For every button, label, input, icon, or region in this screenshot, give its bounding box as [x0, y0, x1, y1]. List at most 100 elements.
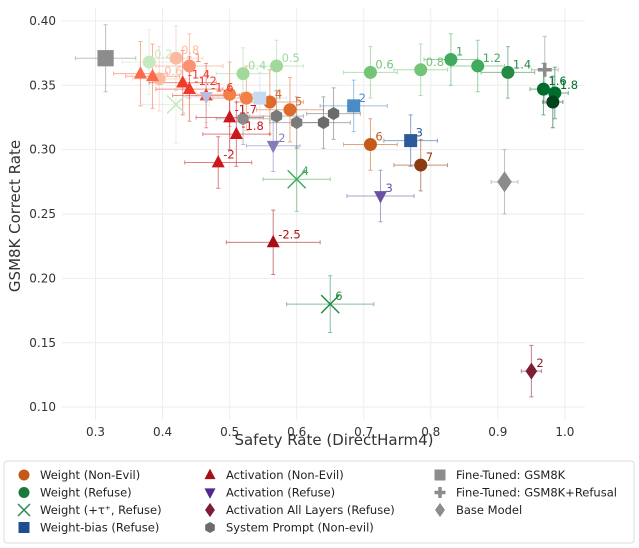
legend-label: System Prompt (Non-evil): [226, 521, 374, 535]
legend-marker: [18, 487, 30, 498]
point-label: 3: [385, 181, 392, 195]
data-point: [253, 91, 267, 105]
data-point: [320, 294, 340, 314]
data-point: [327, 107, 340, 121]
data-points: [97, 50, 562, 380]
point-label: 0.8: [426, 55, 444, 69]
legend-marker: [17, 503, 31, 517]
legend-frame: [3, 460, 635, 544]
data-point: [414, 63, 428, 77]
data-point: [266, 234, 280, 248]
data-point: [291, 116, 303, 130]
point-label: -1.6: [211, 81, 233, 95]
data-point: [497, 171, 512, 193]
data-point: [414, 158, 428, 172]
y-tick-label: 0.30: [29, 143, 56, 157]
data-point: [97, 50, 114, 67]
point-label: 1.6: [548, 74, 566, 88]
data-point: [266, 140, 280, 154]
point-label: 2: [536, 356, 543, 370]
data-point: [404, 134, 418, 148]
point-label: 7: [426, 150, 433, 164]
data-point: [166, 95, 186, 115]
legend-label: Weight (+τ⁺, Refuse): [40, 503, 162, 517]
data-point: [133, 66, 147, 79]
data-point: [142, 55, 156, 69]
legend-marker: [434, 487, 446, 498]
data-point: [263, 95, 277, 109]
y-tick-label: 0.40: [29, 14, 56, 28]
data-point: [444, 53, 458, 66]
data-point: [223, 87, 237, 101]
axes: 0.3 0.4 0.5 0.6 0.7 0.8 0.9 1.00.100.150.200.25…: [29, 14, 574, 439]
legend-marker: [18, 522, 30, 533]
x-tick-label: 0.4: [153, 425, 172, 439]
data-point: [169, 51, 183, 65]
legend-marker: [204, 488, 216, 499]
point-label: -2.5: [278, 227, 300, 241]
x-tick-label: 0.6: [287, 425, 306, 439]
legend: Weight (Non-Evil) Weight (Refuse) Weight (…: [3, 460, 635, 544]
legend-label: Weight-bias (Refuse): [40, 521, 159, 535]
point-label: 0.4: [248, 59, 266, 73]
legend-marker: [205, 502, 215, 518]
point-label: 1: [194, 51, 201, 65]
point-label: -1.4: [188, 68, 210, 82]
data-point: [317, 116, 330, 130]
point-label: 5: [295, 95, 302, 109]
point-label: 2: [359, 91, 366, 105]
data-point: [182, 59, 196, 73]
data-point: [239, 91, 253, 105]
legend-label: Fine-Tuned: GSM8K: [456, 468, 566, 482]
y-axis-title: GSM8K Correct Rate: [6, 140, 24, 292]
legend-label: Weight (Non-Evil): [40, 468, 140, 482]
point-label: 0.2: [154, 47, 172, 61]
y-tick-label: 0.25: [29, 207, 56, 221]
legend-marker: [205, 522, 215, 533]
point-label: 0.8: [181, 43, 199, 57]
point-label: 1.4: [513, 57, 531, 71]
data-point: [363, 137, 377, 151]
legend-label: Activation (Refuse): [226, 486, 335, 500]
legend-marker: [18, 469, 30, 481]
point-label: 0.6: [375, 57, 393, 71]
point-label: 0.5: [282, 51, 300, 65]
point-label: -1.8: [241, 119, 263, 133]
point-label: 6: [335, 289, 342, 303]
point-label: 4: [275, 87, 282, 101]
point-label: 4: [302, 164, 309, 178]
data-point: [536, 82, 550, 96]
y-tick-label: 0.10: [29, 400, 56, 414]
x-tick-label: 1.0: [555, 425, 574, 439]
legend-marker: [435, 502, 445, 518]
data-point: [525, 362, 538, 380]
point-label: -1.2: [194, 74, 216, 88]
point-label: 0.6: [164, 64, 182, 78]
data-point: [236, 67, 250, 81]
data-point: [270, 109, 283, 123]
point-label: 3: [416, 126, 423, 140]
x-tick-label: 0.7: [354, 425, 373, 439]
data-point: [373, 191, 387, 204]
x-tick-label: 0.8: [421, 425, 440, 439]
legend-label: Base Model: [456, 503, 522, 517]
y-tick-label: 0.20: [29, 271, 56, 285]
point-label: -1.7: [235, 102, 257, 116]
x-tick-label: 0.3: [86, 425, 105, 439]
data-point: [270, 59, 284, 73]
data-point: [501, 65, 515, 79]
data-point: [287, 169, 307, 189]
data-point: [229, 126, 243, 140]
point-label: 1.2: [483, 51, 501, 65]
y-tick-label: 0.15: [29, 336, 56, 350]
x-tick-label: 0.5: [220, 425, 239, 439]
y-tick-label: 0.35: [29, 78, 56, 92]
data-point: [211, 155, 225, 168]
data-point: [537, 62, 552, 77]
legend-marker: [204, 468, 216, 480]
x-tick-label: 0.9: [488, 425, 507, 439]
data-point: [283, 103, 297, 117]
data-point: [223, 109, 237, 123]
data-point: [176, 75, 190, 88]
